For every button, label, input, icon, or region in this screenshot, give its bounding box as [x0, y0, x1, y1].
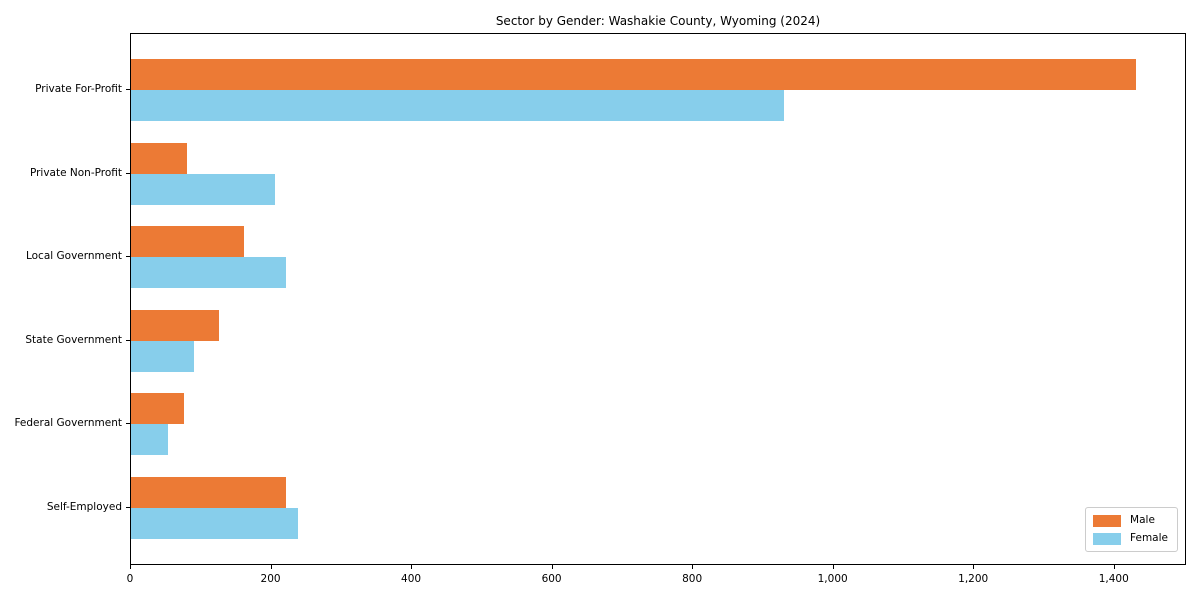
x-tick-label-1400: 1,400 — [1098, 573, 1129, 585]
x-tick-label-1200: 1,200 — [958, 573, 989, 585]
y-tick-label-private-non-profit: Private Non-Profit — [29, 167, 122, 179]
y-tick-mark — [126, 423, 130, 424]
bar-male-self-employed — [131, 477, 286, 508]
x-tick-mark — [552, 565, 553, 569]
y-tick-mark — [126, 256, 130, 257]
y-tick-mark — [126, 507, 130, 508]
legend-entry-male: Male — [1093, 514, 1168, 527]
x-tick-mark — [130, 565, 131, 569]
legend: Male Female — [1085, 507, 1178, 552]
bar-male-private-for-profit — [131, 59, 1136, 90]
y-tick-label-state-government: State Government — [25, 334, 122, 346]
legend-entry-female: Female — [1093, 532, 1168, 545]
bar-female-private-non-profit — [131, 174, 275, 205]
bar-female-private-for-profit — [131, 90, 784, 121]
x-tick-label-200: 200 — [260, 573, 281, 585]
bar-female-self-employed — [131, 508, 298, 539]
y-tick-label-federal-government: Federal Government — [14, 417, 122, 429]
x-tick-label-800: 800 — [682, 573, 703, 585]
bar-female-federal-government — [131, 424, 168, 455]
legend-swatch-female — [1093, 532, 1122, 545]
legend-label-male: Male — [1130, 514, 1155, 526]
x-tick-mark — [271, 565, 272, 569]
bar-male-state-government — [131, 310, 219, 341]
x-tick-mark — [973, 565, 974, 569]
x-tick-label-400: 400 — [401, 573, 422, 585]
y-tick-label-self-employed: Self-Employed — [46, 501, 122, 513]
bar-male-private-non-profit — [131, 143, 187, 174]
x-tick-mark — [833, 565, 834, 569]
x-tick-mark — [1114, 565, 1115, 569]
legend-swatch-male — [1093, 514, 1122, 527]
x-tick-label-0: 0 — [126, 573, 134, 585]
legend-label-female: Female — [1130, 532, 1168, 544]
plot-area: Male Female — [130, 33, 1186, 565]
x-tick-mark — [411, 565, 412, 569]
y-tick-mark — [126, 173, 130, 174]
y-tick-mark — [126, 340, 130, 341]
x-tick-label-600: 600 — [541, 573, 562, 585]
chart-title: Sector by Gender: Washakie County, Wyomi… — [495, 14, 821, 28]
y-tick-label-private-for-profit: Private For-Profit — [35, 83, 122, 95]
y-tick-mark — [126, 89, 130, 90]
y-tick-label-local-government: Local Government — [25, 250, 122, 262]
x-tick-label-1000: 1,000 — [817, 573, 848, 585]
bar-male-federal-government — [131, 393, 184, 424]
bar-female-state-government — [131, 341, 194, 372]
bar-female-local-government — [131, 257, 286, 288]
x-tick-mark — [692, 565, 693, 569]
bar-male-local-government — [131, 226, 244, 257]
